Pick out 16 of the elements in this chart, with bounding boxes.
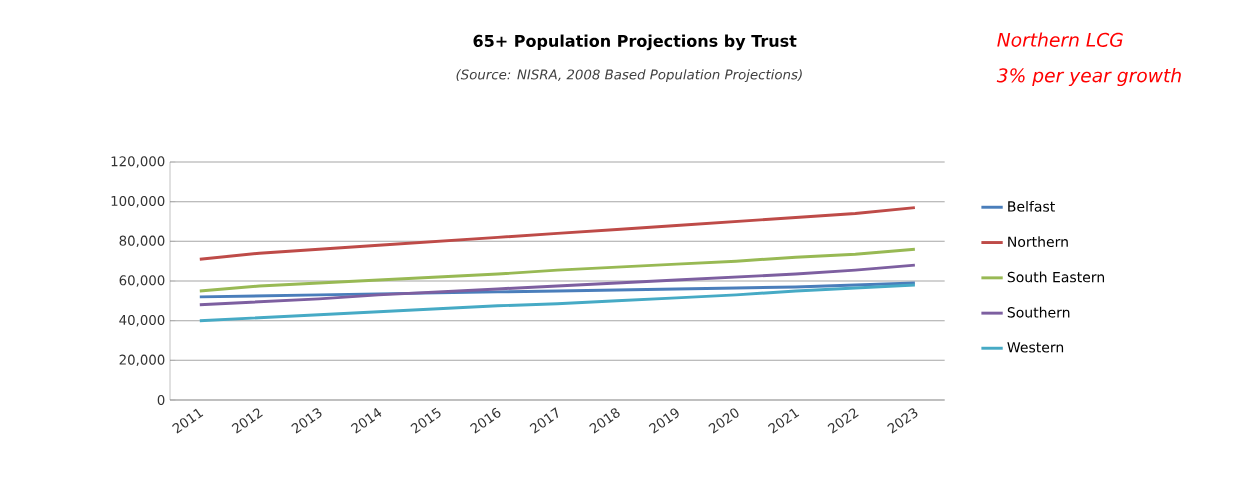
legend-label: South Eastern	[1007, 271, 1105, 283]
legend-label: Northern	[1008, 236, 1068, 248]
y-tick-label: 120,000	[111, 156, 165, 168]
y-tick-label: 0	[157, 394, 165, 406]
y-tick-label: 100,000	[111, 195, 165, 208]
text: 3% per year growth	[996, 67, 1181, 87]
chart-title: 65+ Population Projections by Trust	[473, 34, 797, 51]
legend-label: Belfast	[1008, 200, 1055, 212]
y-tick-label: 40,000	[119, 314, 165, 327]
text: Northern LCG	[997, 32, 1123, 47]
legend-label: Southern	[1007, 306, 1070, 318]
legend-label: Western	[1007, 342, 1064, 353]
chart-subtitle: (Source: NISRA, 2008 Based Population Projections)	[456, 69, 802, 83]
y-tick-label: 60,000	[119, 275, 165, 287]
y-tick-label: 80,000	[119, 235, 165, 248]
y-tick-label: 20,000	[119, 354, 165, 367]
